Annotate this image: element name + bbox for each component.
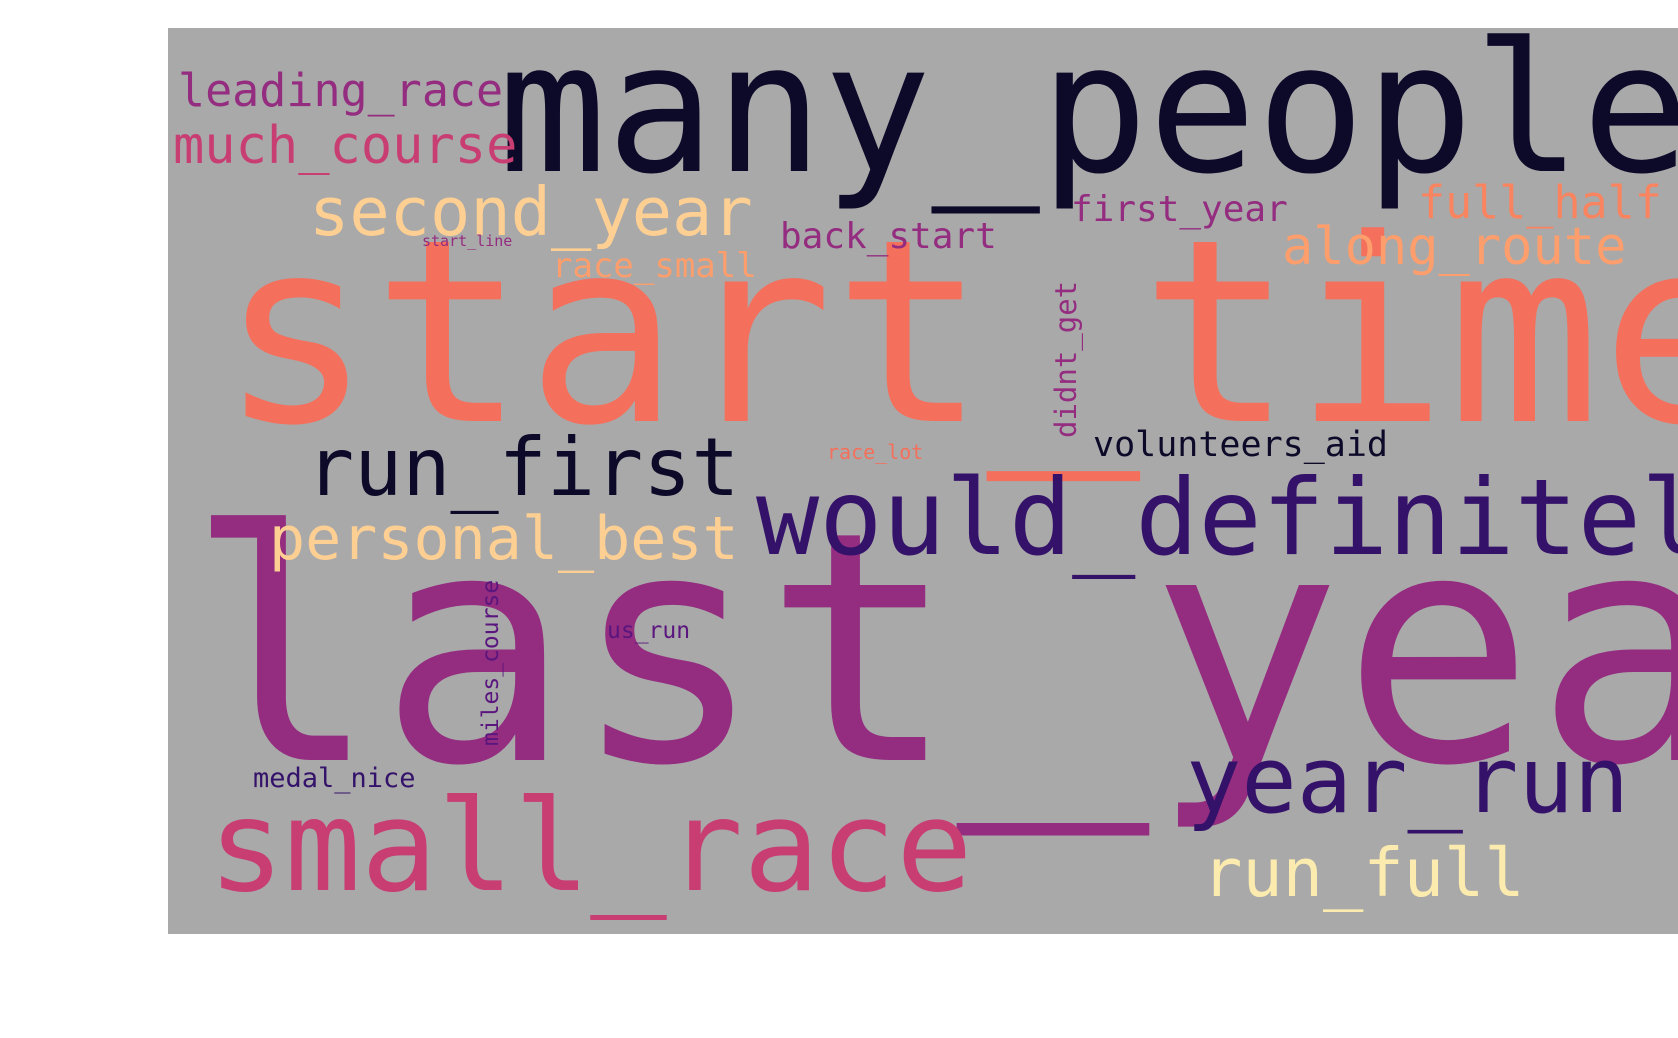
word-many-people: many_people	[498, 28, 1678, 214]
word-back-start: back_start	[780, 216, 997, 257]
word-personal-best: personal_best	[269, 504, 739, 574]
word-full-half: full_half	[1418, 176, 1662, 229]
word-start-line: start_line	[422, 232, 513, 250]
word-much-course: much_course	[173, 116, 518, 176]
word-would-definitely: would_definitely	[756, 457, 1678, 579]
word-cloud-background	[168, 28, 1678, 934]
word-year-run: year_run	[1186, 727, 1630, 834]
word-along-route: along_route	[1282, 217, 1627, 277]
word-medal-nice: medal_nice	[253, 763, 416, 794]
word-run-full: run_full	[1202, 834, 1525, 912]
word-volunteers-aid: volunteers_aid	[1093, 425, 1389, 465]
word-cloud: start_time last_year many_people would_d…	[168, 28, 1678, 934]
word-run-first: run_first	[306, 421, 740, 514]
word-miles-course: miles_course	[478, 579, 504, 746]
word-start-time: start_time	[219, 185, 1678, 482]
word-small-race: small_race	[208, 772, 973, 920]
word-last-year: last_year	[186, 464, 1678, 836]
word-race-lot: race_lot	[827, 440, 924, 464]
word-race-small: race_small	[552, 246, 757, 286]
word-us-run: us_run	[607, 618, 691, 644]
word-first-year: first_year	[1071, 189, 1288, 230]
word-didnt-get: didnt_get	[1049, 280, 1083, 438]
word-leading-race: leading_race	[178, 64, 504, 117]
word-second-year: second_year	[309, 173, 753, 251]
